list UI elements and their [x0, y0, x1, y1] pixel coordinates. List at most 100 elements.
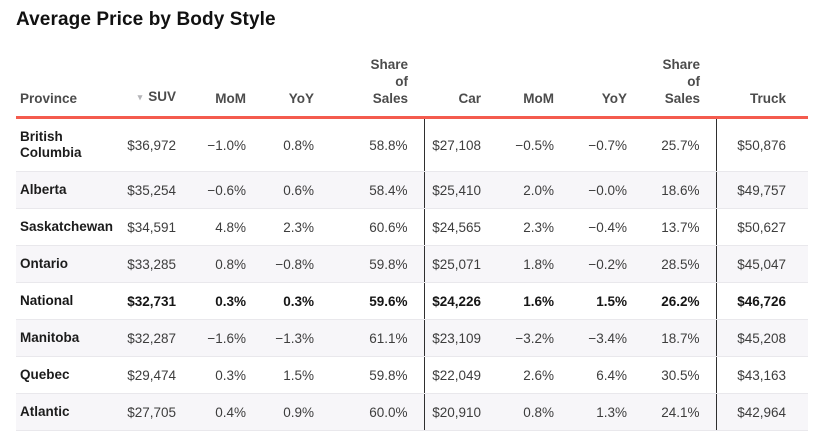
column-header-share-suv-label: Share of Sales — [370, 57, 408, 106]
suv-share-cell: 58.4% — [330, 171, 424, 209]
car-price-cell: $27,108 — [423, 117, 497, 172]
province-cell: Manitoba — [16, 319, 120, 357]
province-cell: British Columbia — [16, 117, 120, 172]
column-header-mom-car[interactable]: MoM — [497, 42, 570, 119]
car-price-cell: $25,410 — [423, 171, 497, 209]
suv-yoy-cell: 1.5% — [262, 356, 330, 394]
truck-price-cell: $42,964 — [715, 393, 808, 431]
header-row: Province ▾ SUV MoM YoY Share of Sales Car… — [16, 42, 808, 119]
car-price-cell: $22,049 — [423, 356, 497, 394]
suv-yoy-cell: 0.8% — [262, 117, 330, 172]
car-yoy-cell: −3.4% — [570, 319, 643, 357]
suv-yoy-cell: −0.8% — [262, 245, 330, 283]
car-share-cell: 13.7% — [643, 208, 716, 246]
suv-yoy-cell: −1.3% — [262, 319, 330, 357]
suv-mom-cell: 0.8% — [192, 245, 262, 283]
suv-price-cell: $29,474 — [120, 356, 192, 394]
car-mom-cell: 2.6% — [497, 356, 570, 394]
suv-mom-cell: 0.3% — [192, 282, 262, 320]
suv-mom-cell: 0.3% — [192, 356, 262, 394]
suv-mom-cell: 0.4% — [192, 393, 262, 431]
sort-desc-icon[interactable]: ▾ — [137, 92, 143, 102]
car-share-cell: 26.2% — [643, 282, 716, 320]
table-header: Province ▾ SUV MoM YoY Share of Sales Car… — [16, 42, 808, 119]
page-title: Average Price by Body Style — [16, 9, 276, 30]
suv-price-cell: $27,705 — [120, 393, 192, 431]
suv-yoy-cell: 0.9% — [262, 393, 330, 431]
car-price-cell: $23,109 — [423, 319, 497, 357]
suv-price-cell: $32,731 — [120, 282, 192, 320]
column-header-share-suv[interactable]: Share of Sales — [330, 42, 424, 119]
car-mom-cell: 0.8% — [497, 393, 570, 431]
suv-yoy-cell: 0.6% — [262, 171, 330, 209]
column-header-car[interactable]: Car — [424, 42, 497, 119]
car-price-cell: $24,565 — [423, 208, 497, 246]
column-header-share-car-label: Share of Sales — [662, 57, 700, 106]
suv-share-cell: 58.8% — [330, 117, 424, 172]
suv-mom-cell: −1.0% — [192, 117, 262, 172]
car-share-cell: 18.7% — [643, 319, 716, 357]
table-row: Atlantic $27,705 0.4% 0.9% 60.0% $20,910… — [16, 393, 808, 431]
table-row: Quebec $29,474 0.3% 1.5% 59.8% $22,049 2… — [16, 356, 808, 394]
car-yoy-cell: −0.7% — [570, 117, 643, 172]
car-yoy-cell: 1.5% — [570, 282, 643, 320]
car-share-cell: 18.6% — [643, 171, 716, 209]
suv-share-cell: 59.8% — [330, 245, 424, 283]
car-mom-cell: −0.5% — [497, 117, 570, 172]
car-yoy-cell: −0.0% — [570, 171, 643, 209]
car-share-cell: 28.5% — [643, 245, 716, 283]
suv-share-cell: 59.6% — [330, 282, 424, 320]
table-row: Saskatchewan $34,591 4.8% 2.3% 60.6% $24… — [16, 208, 808, 246]
car-price-cell: $25,071 — [423, 245, 497, 283]
suv-price-cell: $33,285 — [120, 245, 192, 283]
table-row: Manitoba $32,287 −1.6% −1.3% 61.1% $23,1… — [16, 319, 808, 357]
car-mom-cell: 1.8% — [497, 245, 570, 283]
suv-price-cell: $32,287 — [120, 319, 192, 357]
suv-price-cell: $36,972 — [120, 117, 192, 172]
suv-share-cell: 60.6% — [330, 208, 424, 246]
column-header-yoy-car[interactable]: YoY — [570, 42, 643, 119]
suv-mom-cell: −1.6% — [192, 319, 262, 357]
car-yoy-cell: 6.4% — [570, 356, 643, 394]
table-row: National $32,731 0.3% 0.3% 59.6% $24,226… — [16, 282, 808, 320]
province-cell: National — [16, 282, 120, 320]
suv-mom-cell: 4.8% — [192, 208, 262, 246]
car-yoy-cell: −0.4% — [570, 208, 643, 246]
column-header-truck[interactable]: Truck — [716, 42, 808, 119]
car-mom-cell: −3.2% — [497, 319, 570, 357]
suv-share-cell: 60.0% — [330, 393, 424, 431]
column-header-yoy-suv[interactable]: YoY — [262, 42, 330, 119]
column-header-province[interactable]: Province — [16, 42, 120, 119]
column-header-mom-suv[interactable]: MoM — [192, 42, 262, 119]
province-cell: Alberta — [16, 171, 120, 209]
table-body: British Columbia $36,972 −1.0% 0.8% 58.8… — [16, 117, 808, 431]
car-yoy-cell: 1.3% — [570, 393, 643, 431]
truck-price-cell: $50,876 — [715, 117, 808, 172]
price-table-container: Province ▾ SUV MoM YoY Share of Sales Car… — [16, 42, 808, 431]
province-cell: Saskatchewan — [16, 208, 120, 246]
suv-yoy-cell: 2.3% — [262, 208, 330, 246]
car-yoy-cell: −0.2% — [570, 245, 643, 283]
column-header-suv[interactable]: ▾ SUV — [120, 42, 192, 119]
car-price-cell: $20,910 — [423, 393, 497, 431]
suv-yoy-cell: 0.3% — [262, 282, 330, 320]
truck-price-cell: $46,726 — [715, 282, 808, 320]
province-cell: Atlantic — [16, 393, 120, 431]
suv-share-cell: 59.8% — [330, 356, 424, 394]
car-mom-cell: 1.6% — [497, 282, 570, 320]
suv-price-cell: $35,254 — [120, 171, 192, 209]
suv-mom-cell: −0.6% — [192, 171, 262, 209]
price-table: Province ▾ SUV MoM YoY Share of Sales Car… — [16, 42, 808, 431]
car-share-cell: 24.1% — [643, 393, 716, 431]
suv-share-cell: 61.1% — [330, 319, 424, 357]
suv-price-cell: $34,591 — [120, 208, 192, 246]
province-cell: Ontario — [16, 245, 120, 283]
truck-price-cell: $50,627 — [715, 208, 808, 246]
column-header-share-car[interactable]: Share of Sales — [643, 42, 716, 119]
truck-price-cell: $43,163 — [715, 356, 808, 394]
table-row: British Columbia $36,972 −1.0% 0.8% 58.8… — [16, 117, 808, 172]
table-row: Alberta $35,254 −0.6% 0.6% 58.4% $25,410… — [16, 171, 808, 209]
car-mom-cell: 2.3% — [497, 208, 570, 246]
truck-price-cell: $45,047 — [715, 245, 808, 283]
truck-price-cell: $49,757 — [715, 171, 808, 209]
